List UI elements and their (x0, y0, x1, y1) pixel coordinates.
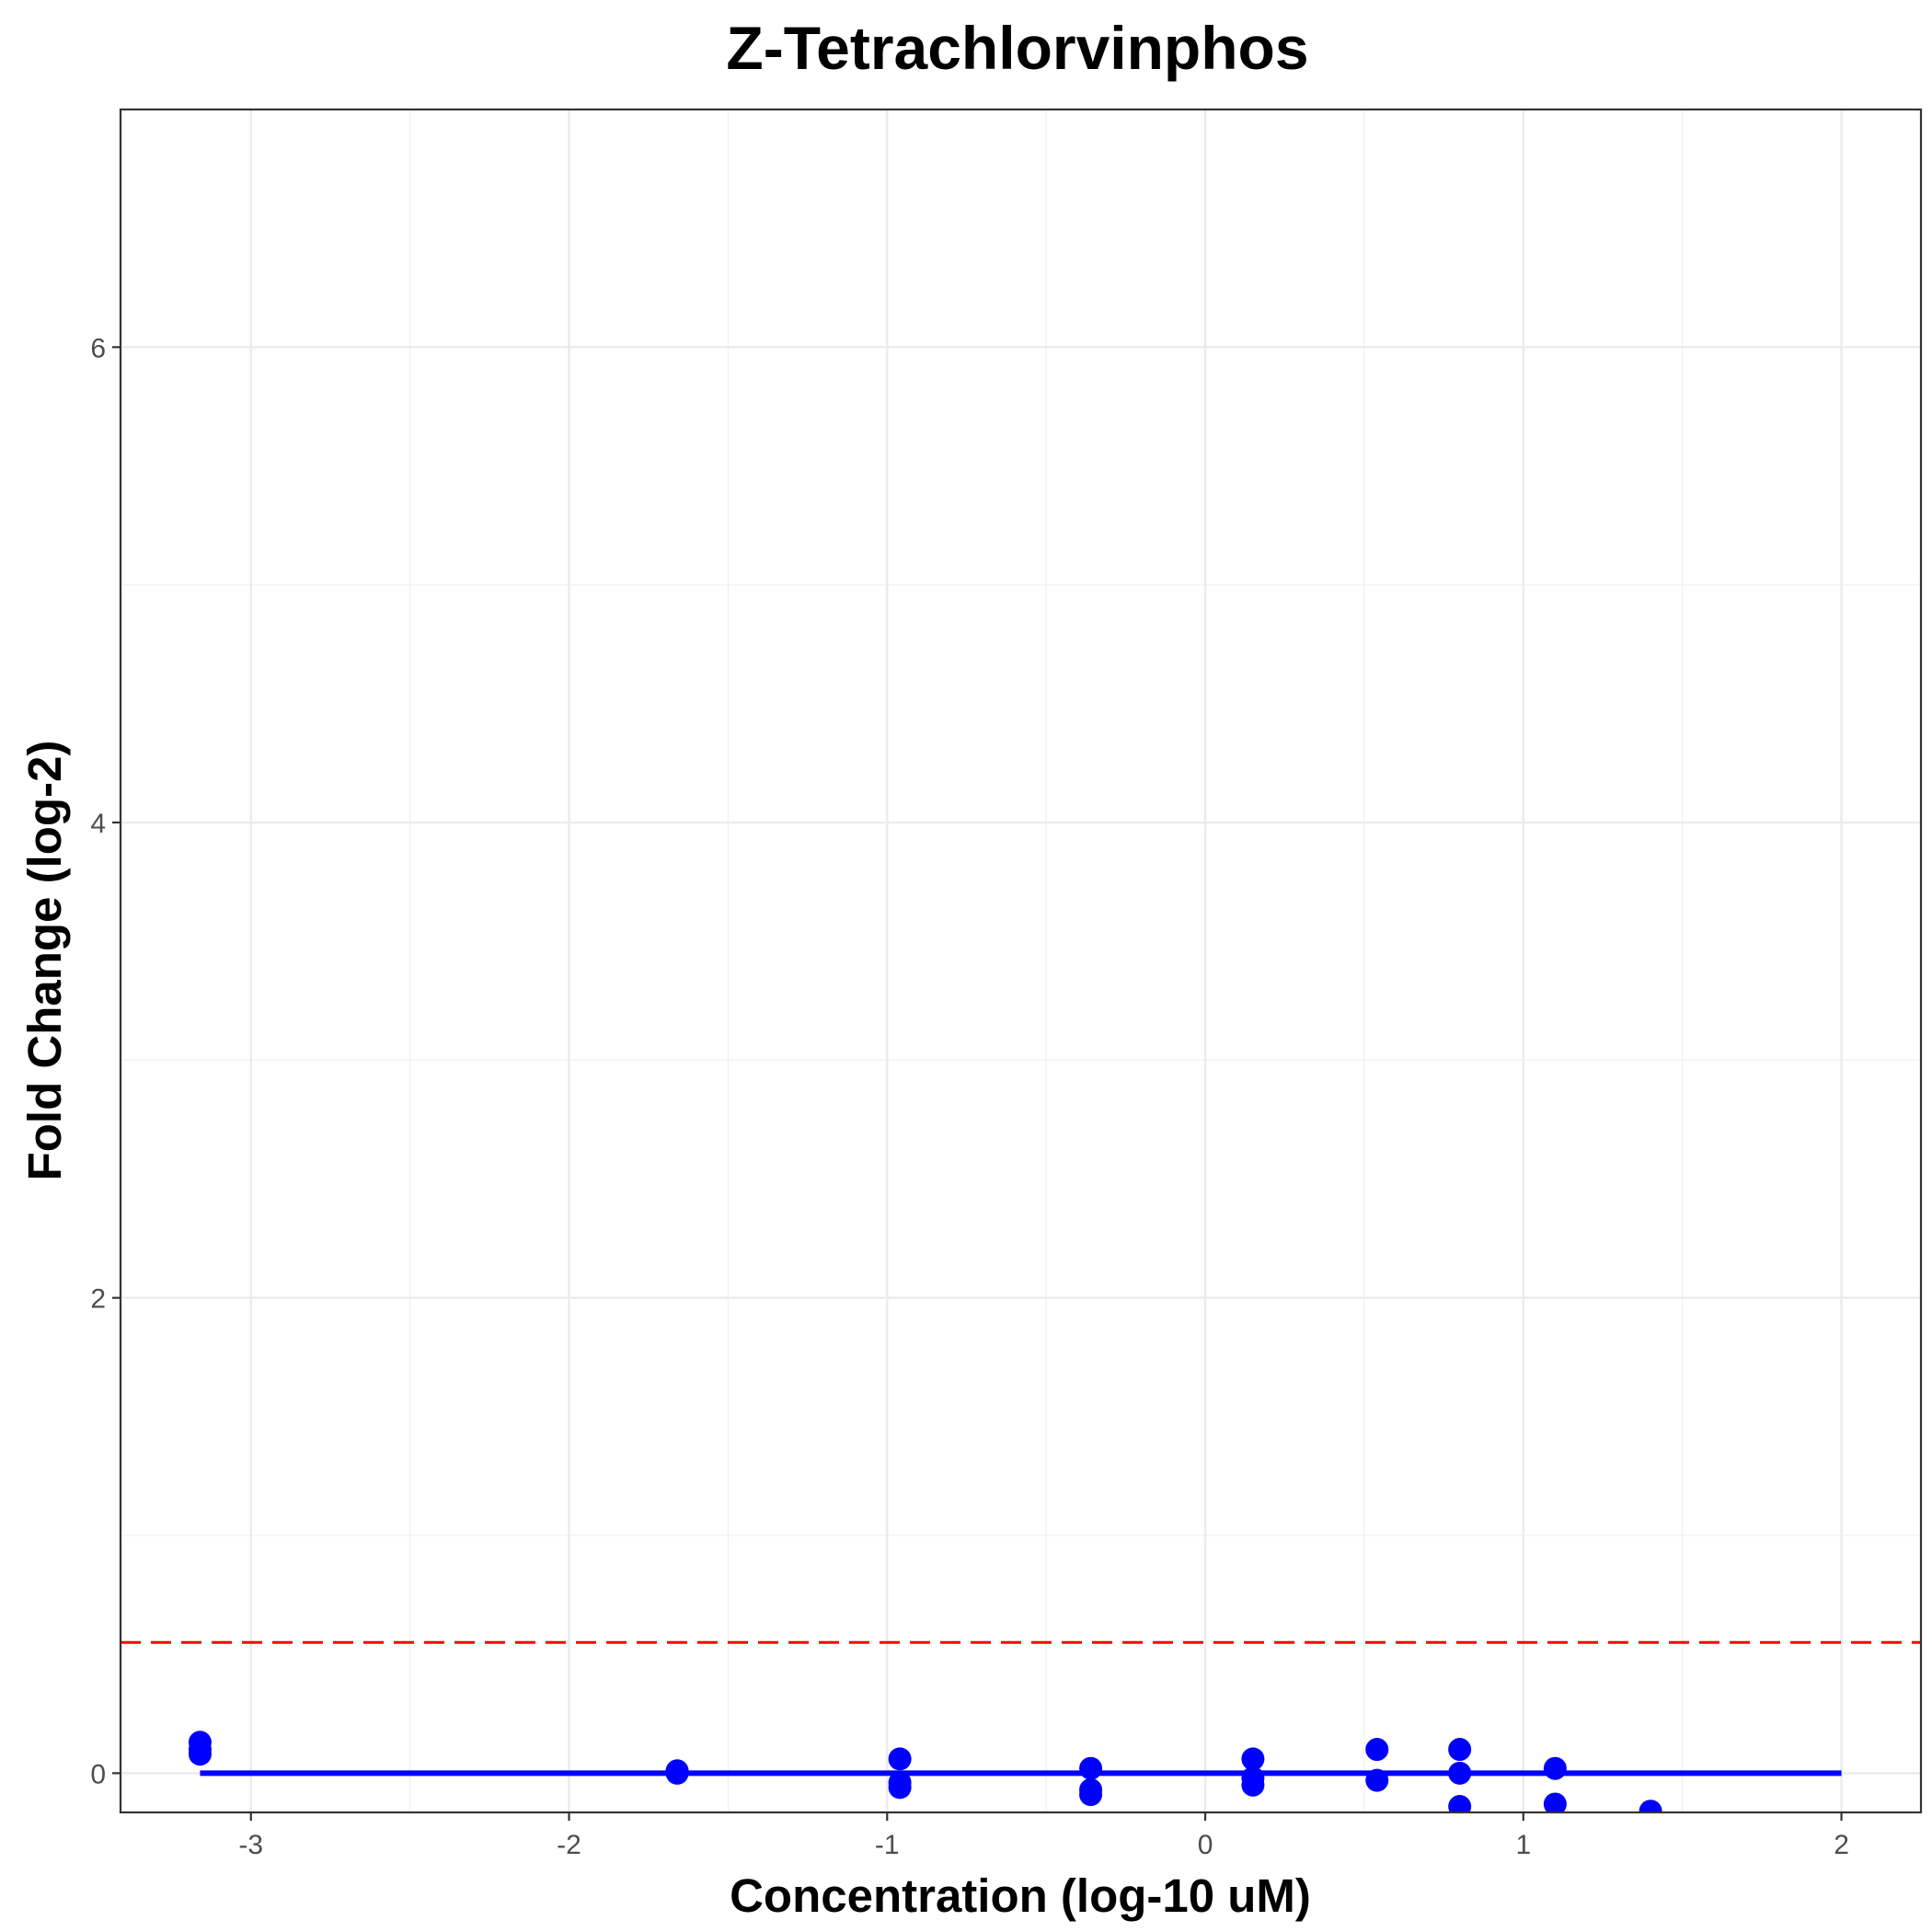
data-point (666, 1762, 689, 1785)
y-tick-label: 4 (90, 809, 106, 839)
data-point (1079, 1783, 1102, 1806)
data-point (1241, 1774, 1264, 1797)
data-point (1365, 1738, 1388, 1761)
x-axis: -3 -2 -1 0 1 2 (238, 1812, 1848, 1860)
y-tick-label: 0 (90, 1759, 106, 1789)
data-point (1639, 1838, 1662, 1861)
data-point (1544, 1757, 1567, 1780)
x-tick-label: 2 (1834, 1830, 1849, 1860)
y-tick-label: 2 (90, 1284, 106, 1315)
data-point (1448, 1795, 1471, 1818)
data-point (889, 1776, 912, 1799)
data-point (1448, 1738, 1471, 1761)
x-tick-label: -1 (875, 1830, 900, 1860)
plot-background (121, 109, 1921, 1812)
x-axis-title: Concentration (log-10 uM) (730, 1869, 1311, 1922)
y-axis-title: Fold Change (log-2) (18, 741, 71, 1181)
data-point (1639, 1800, 1662, 1823)
data-point (1448, 1762, 1471, 1785)
data-point (889, 1747, 912, 1770)
data-point (1544, 1814, 1567, 1837)
y-axis: 0 2 4 6 (90, 333, 121, 1789)
data-point (1079, 1757, 1102, 1780)
x-tick-label: -3 (238, 1830, 263, 1860)
data-point (1365, 1769, 1388, 1792)
x-tick-label: 1 (1515, 1830, 1531, 1860)
data-point (189, 1742, 212, 1765)
y-tick-label: 6 (90, 333, 106, 363)
chart-title: Z-Tetrachlorvinphos (726, 14, 1308, 82)
x-tick-label: -2 (557, 1830, 581, 1860)
x-tick-label: 0 (1198, 1830, 1213, 1860)
